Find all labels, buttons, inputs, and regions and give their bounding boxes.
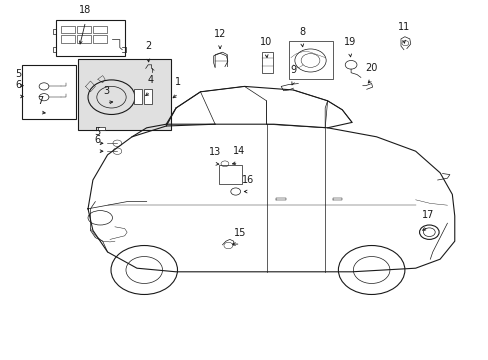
Bar xyxy=(93,26,106,33)
Text: 7: 7 xyxy=(37,96,43,106)
Text: 14: 14 xyxy=(232,146,244,156)
Text: 13: 13 xyxy=(208,147,221,157)
Text: 3: 3 xyxy=(103,86,109,96)
Text: 5: 5 xyxy=(16,69,21,79)
Text: 11: 11 xyxy=(397,22,409,32)
Text: 5: 5 xyxy=(95,127,101,137)
Text: 6: 6 xyxy=(16,80,21,90)
Bar xyxy=(22,65,76,119)
Bar xyxy=(61,35,75,43)
Bar xyxy=(262,52,272,73)
Bar xyxy=(288,41,332,79)
Text: 17: 17 xyxy=(421,210,434,220)
Text: 6: 6 xyxy=(95,135,101,145)
Bar xyxy=(98,127,105,130)
Text: 16: 16 xyxy=(242,175,254,185)
Text: 20: 20 xyxy=(365,63,377,73)
Bar xyxy=(61,26,75,33)
Text: 4: 4 xyxy=(147,75,153,85)
Bar xyxy=(77,35,91,43)
Bar xyxy=(218,165,242,184)
Text: 12: 12 xyxy=(213,28,226,39)
Text: 2: 2 xyxy=(145,41,151,51)
Bar xyxy=(78,59,171,130)
Bar xyxy=(93,35,106,43)
Bar xyxy=(56,20,124,56)
Text: 1: 1 xyxy=(175,77,181,87)
Text: 15: 15 xyxy=(234,228,246,238)
Bar xyxy=(77,26,91,33)
Text: 18: 18 xyxy=(79,5,92,15)
Bar xyxy=(143,89,151,104)
Text: 19: 19 xyxy=(343,37,356,47)
Text: 10: 10 xyxy=(260,37,272,47)
Bar xyxy=(134,89,142,104)
Text: 9: 9 xyxy=(290,65,296,75)
Text: 8: 8 xyxy=(299,27,305,37)
